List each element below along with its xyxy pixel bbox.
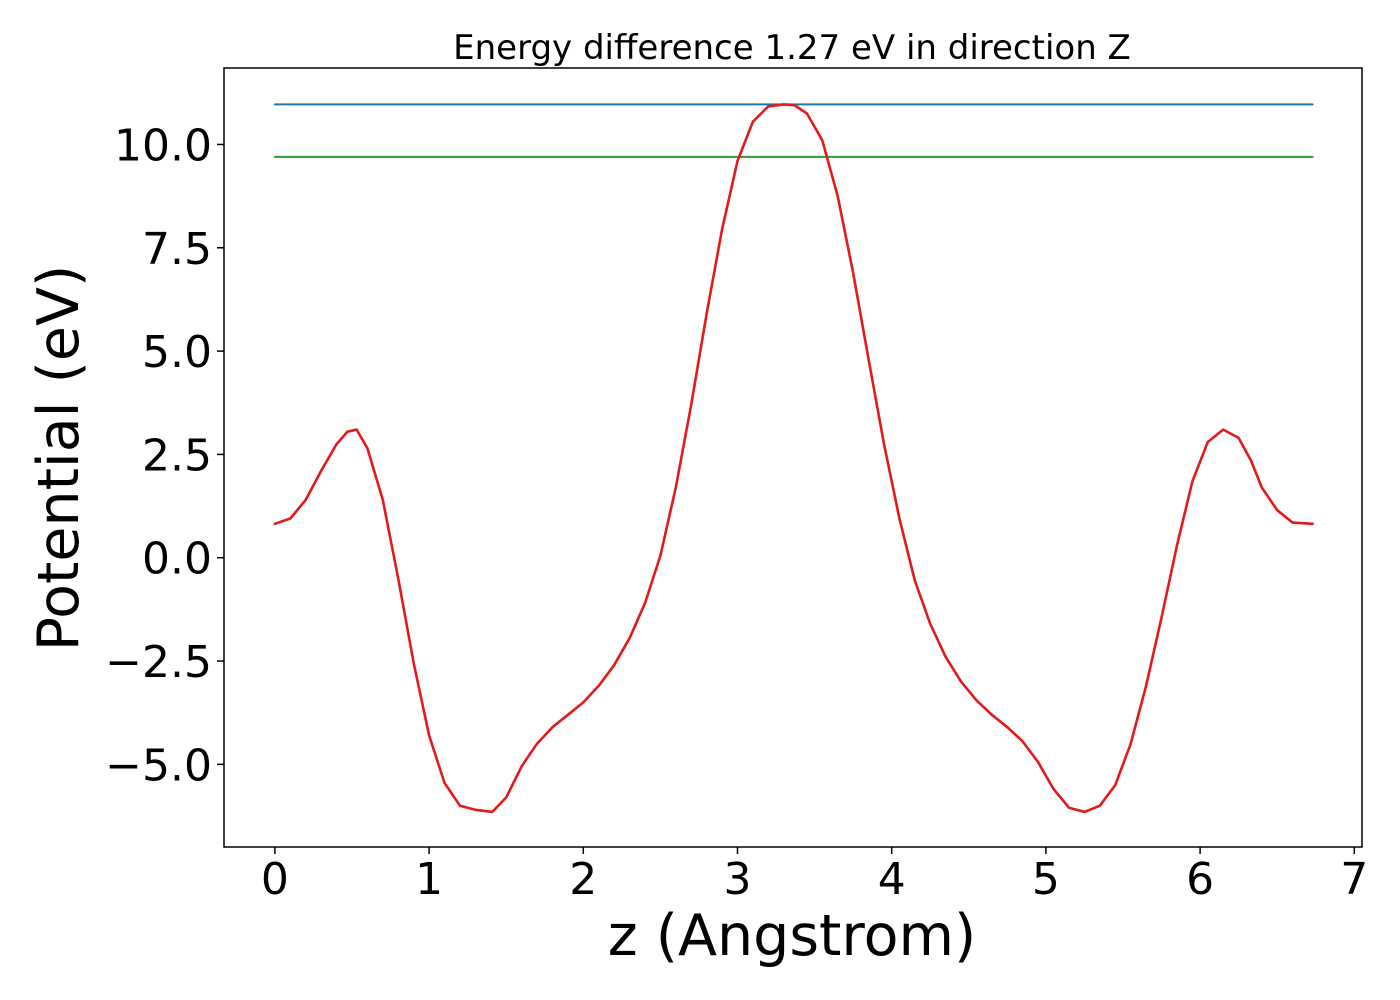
- y-tick-label: 7.5: [142, 224, 212, 275]
- x-tick-label: 7: [1340, 854, 1368, 905]
- y-tick-label: 5.0: [142, 327, 212, 378]
- y-tick-label: −2.5: [105, 637, 212, 688]
- plot-area: [273, 103, 1314, 814]
- series-line-2: [273, 103, 1314, 814]
- y-tick-label: 0.0: [142, 534, 212, 585]
- x-tick-label: 5: [1032, 854, 1060, 905]
- x-tick-label: 4: [878, 854, 906, 905]
- x-tick-label: 0: [261, 854, 289, 905]
- x-tick-label: 3: [723, 854, 751, 905]
- chart-title: Energy difference 1.27 eV in direction Z: [453, 28, 1131, 68]
- y-axis-label: Potential (eV): [26, 265, 92, 651]
- x-tick-label: 1: [415, 854, 443, 905]
- x-axis-label: z (Angstrom): [608, 903, 976, 969]
- y-tick-label: 10.0: [114, 120, 212, 171]
- y-tick-label: −5.0: [105, 740, 212, 791]
- y-tick-label: 2.5: [142, 430, 212, 481]
- axes: 0 1 2 3 4 5 6 7 −5.0 −2.5 0.0 2.5 5.0 7.5 10.0: [105, 120, 1368, 905]
- plot-frame: [223, 67, 1363, 848]
- x-tick-label: 2: [569, 854, 597, 905]
- x-tick-label: 6: [1186, 854, 1214, 905]
